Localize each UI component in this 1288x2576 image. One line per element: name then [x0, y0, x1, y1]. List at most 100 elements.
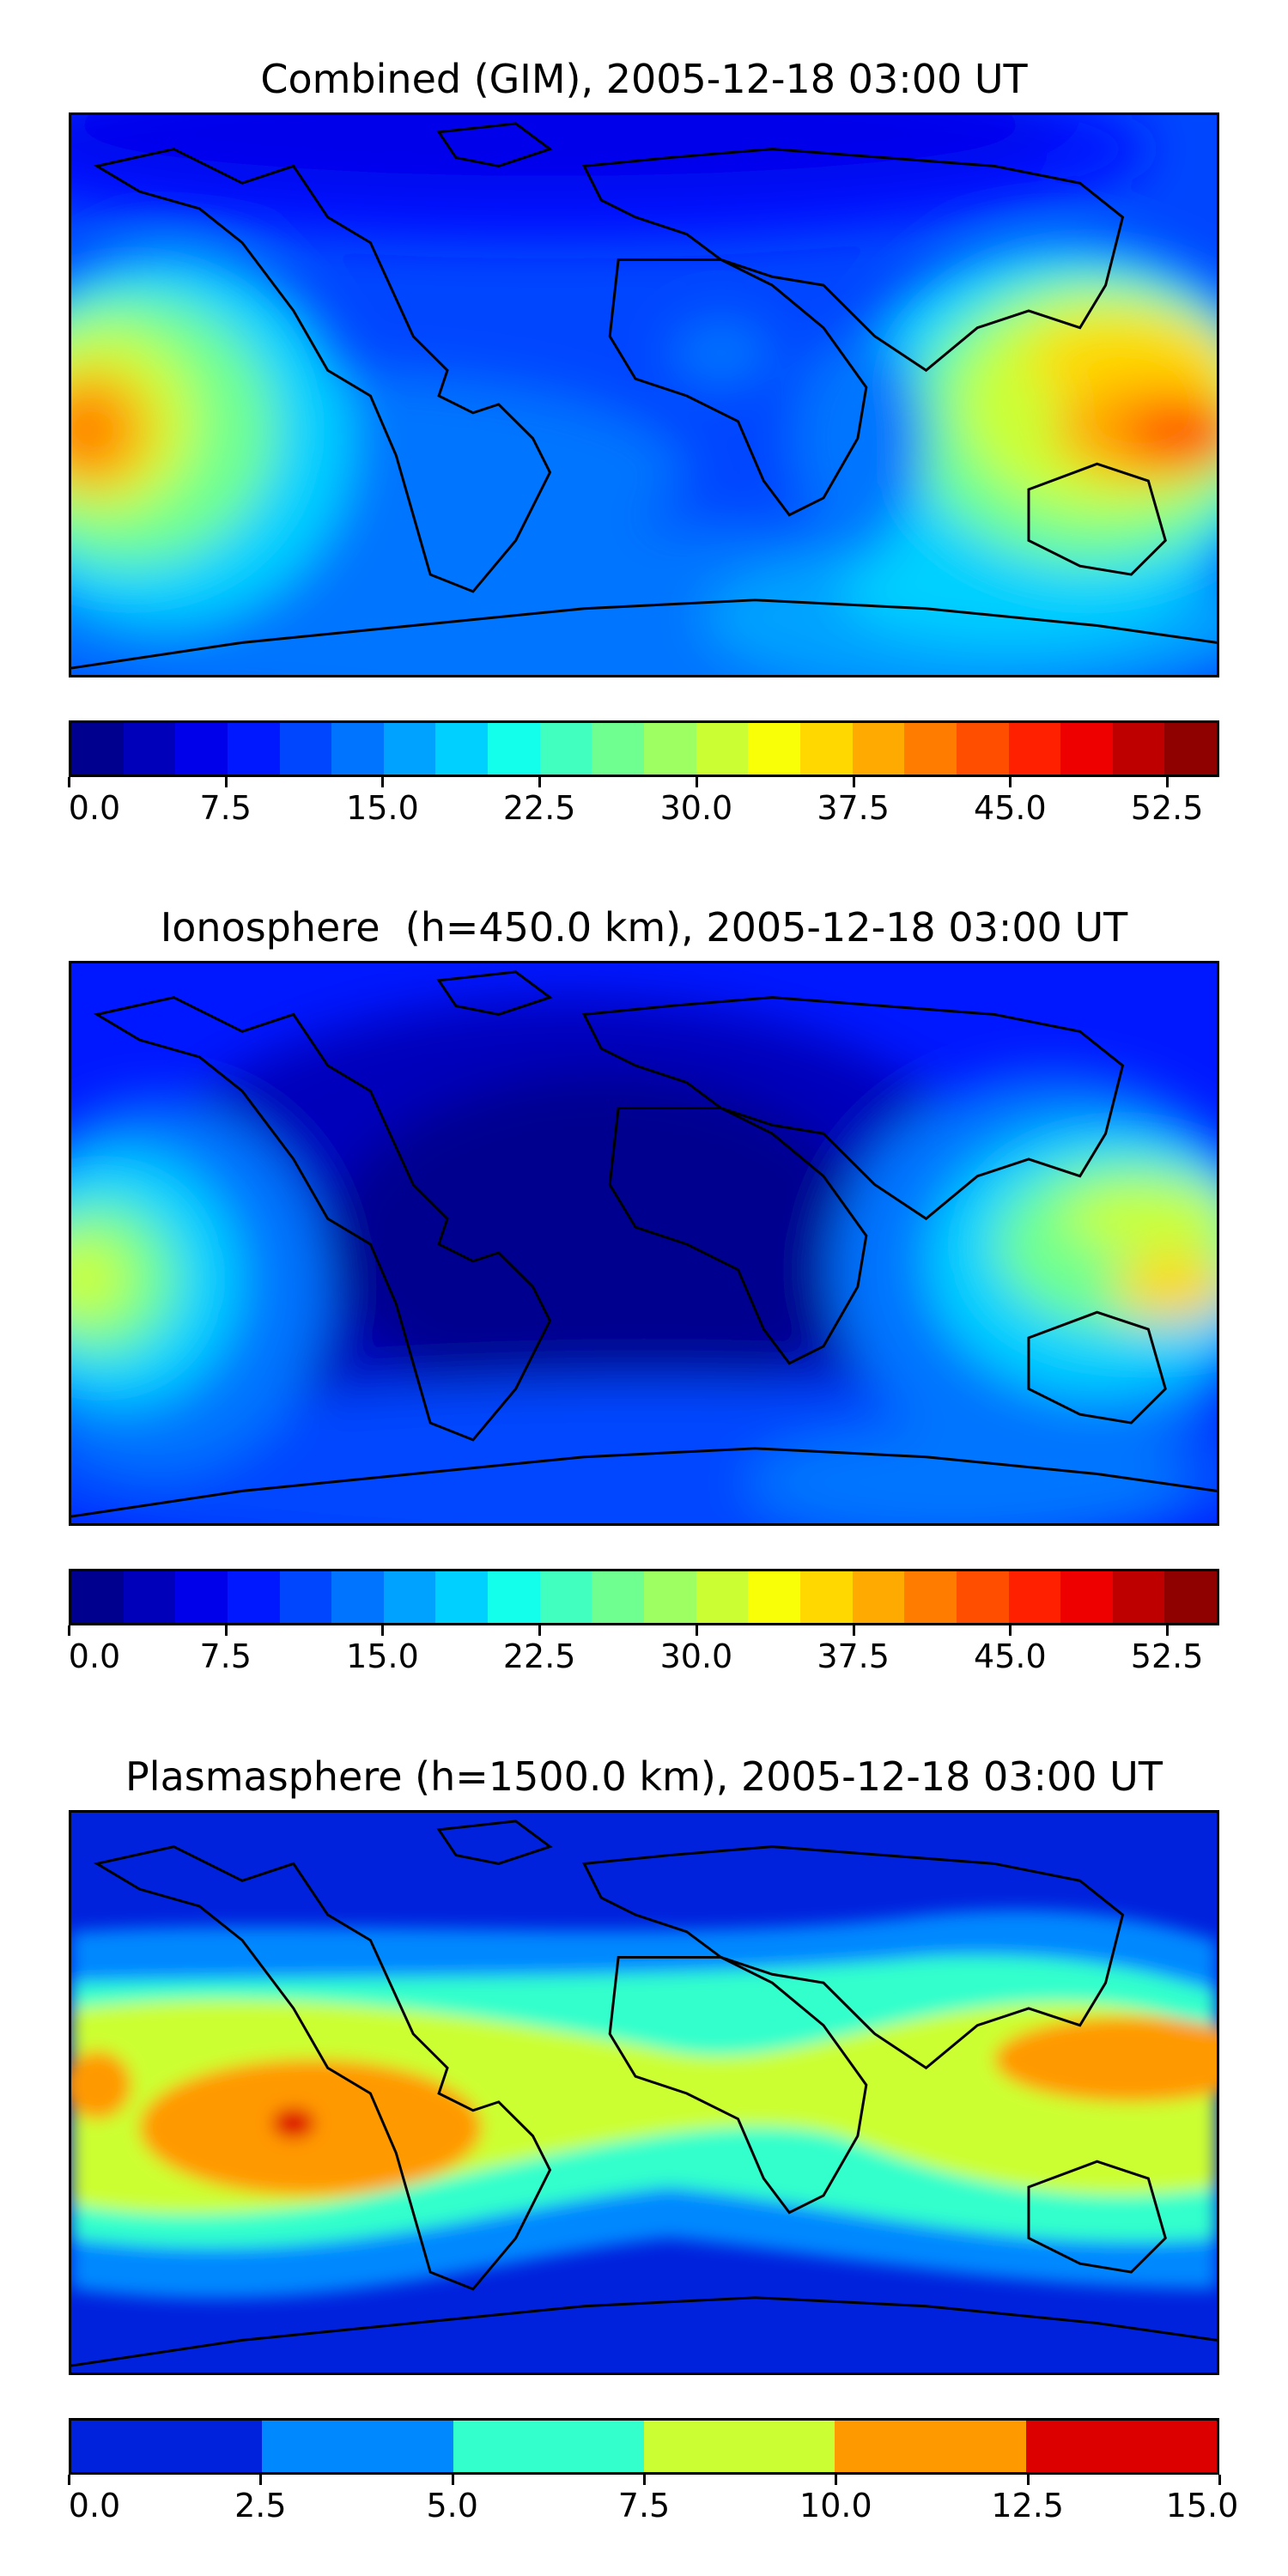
colorbar-tick — [643, 2475, 646, 2485]
colorbar-tick-label: 10.0 — [799, 2487, 872, 2524]
colorbar-tick — [1218, 2475, 1221, 2485]
colorbar-tick-label: 52.5 — [1130, 789, 1204, 827]
colorbar-ticks-ionosphere: 0.0 7.5 15.0 22.5 30.0 37.5 45.0 52.5 — [68, 1625, 1219, 1675]
colorbar-tick-label: 30.0 — [659, 789, 733, 827]
map-combined — [69, 112, 1219, 677]
colorbar-tick — [852, 1625, 855, 1636]
colorbar-level — [123, 1571, 176, 1623]
colorbar-level — [383, 1571, 436, 1623]
colorbar-tick-label: 12.5 — [991, 2487, 1064, 2524]
colorbar-level — [435, 1571, 489, 1623]
colorbar-ticks-combined: 0.0 7.5 15.0 22.5 30.0 37.5 45.0 52.5 — [68, 777, 1219, 827]
colorbar-tick-label: 37.5 — [817, 1637, 890, 1675]
colorbar-tick-label: 37.5 — [817, 789, 890, 827]
colorbar-tick — [1009, 1625, 1012, 1636]
map-combined-svg — [71, 115, 1217, 675]
coastlines-plasmasphere — [71, 1820, 1217, 2367]
colorbar-level — [1008, 723, 1061, 775]
colorbar-level — [488, 1571, 540, 1623]
colorbar-level — [643, 2421, 835, 2472]
colorbar-level — [331, 723, 384, 775]
colorbar-level — [1112, 723, 1165, 775]
coastlines-combined — [71, 122, 1217, 670]
colorbar-level — [904, 723, 957, 775]
map-plasmasphere — [69, 1810, 1219, 2375]
colorbar-level — [1164, 1571, 1218, 1623]
colorbar-level — [71, 2421, 263, 2472]
colorbar-level — [956, 1571, 1009, 1623]
colorbar-tick — [1166, 777, 1170, 787]
colorbar-level — [488, 723, 540, 775]
colorbar-level — [852, 723, 905, 775]
colorbar-level — [748, 723, 800, 775]
colorbar-level — [644, 1571, 696, 1623]
colorbar-level — [175, 1571, 228, 1623]
colorbar-tick-label: 52.5 — [1130, 1637, 1204, 1675]
colorbar-level — [227, 1571, 280, 1623]
colorbar-tick-label: 30.0 — [659, 1637, 733, 1675]
colorbar-level — [262, 2421, 453, 2472]
colorbar-level — [1008, 1571, 1061, 1623]
colorbar-level — [71, 1571, 124, 1623]
colorbar-tick — [1009, 777, 1012, 787]
colorbar-level — [71, 723, 124, 775]
map-plasmasphere-svg — [71, 1813, 1217, 2372]
colorbar-tick-label: 22.5 — [502, 789, 576, 827]
colorbar-tick — [451, 2475, 454, 2485]
colorbar-level — [644, 723, 696, 775]
colorbar-tick — [224, 777, 228, 787]
colorbar-level — [696, 1571, 749, 1623]
colorbar-tick-label: 15.0 — [346, 789, 419, 827]
colorbar-level — [383, 723, 436, 775]
colorbar-tick-label: 0.0 — [68, 1637, 121, 1675]
colorbar-level — [435, 723, 489, 775]
colorbar-level — [227, 723, 280, 775]
colorbar-level — [799, 723, 853, 775]
colorbar-level — [1164, 723, 1218, 775]
coastlines-ionosphere — [71, 970, 1217, 1518]
colorbar-tick — [68, 2475, 70, 2485]
colorbar-tick-label: 15.0 — [1165, 2487, 1239, 2524]
colorbar-level — [956, 723, 1009, 775]
colorbar-level — [331, 1571, 384, 1623]
colorbar-ticks-plasmasphere: 0.0 2.5 5.0 7.5 10.0 12.5 15.0 — [68, 2475, 1238, 2524]
chart-title-ionosphere: Ionosphere (h=450.0 km), 2005-12-18 03:0… — [160, 904, 1128, 951]
colorbar-combined — [69, 720, 1219, 777]
colorbar-level — [539, 723, 592, 775]
colorbar-tick — [224, 1625, 228, 1636]
colorbar-tick — [695, 1625, 698, 1636]
colorbar-tick — [259, 2475, 263, 2485]
colorbar-level — [279, 1571, 332, 1623]
colorbar-tick-label: 2.5 — [234, 2487, 287, 2524]
colorbar-tick — [538, 1625, 542, 1636]
colorbar-tick — [1166, 1625, 1170, 1636]
colorbar-tick — [68, 777, 70, 787]
colorbar-tick — [852, 777, 855, 787]
colorbar-level — [1060, 723, 1113, 775]
colorbar-level — [748, 1571, 800, 1623]
colorbar-tick — [695, 777, 698, 787]
colorbar-level — [1112, 1571, 1165, 1623]
colorbar-level — [1060, 1571, 1113, 1623]
colorbar-tick-label: 5.0 — [426, 2487, 478, 2524]
colorbar-plasmasphere — [69, 2418, 1219, 2475]
colorbar-level — [1025, 2421, 1217, 2472]
colorbar-tick-label: 0.0 — [68, 2487, 121, 2524]
colorbar-level — [852, 1571, 905, 1623]
chart-title-plasmasphere: Plasmasphere (h=1500.0 km), 2005-12-18 0… — [125, 1753, 1163, 1800]
colorbar-tick-label: 45.0 — [974, 789, 1047, 827]
colorbar-tick — [1026, 2475, 1030, 2485]
colorbar-tick-label: 7.5 — [617, 2487, 671, 2524]
colorbar-tick-label: 7.5 — [199, 789, 252, 827]
colorbar-level — [279, 723, 332, 775]
colorbar-tick-label: 0.0 — [68, 789, 121, 827]
colorbar-level — [696, 723, 749, 775]
colorbar-tick — [381, 1625, 385, 1636]
colorbar-tick — [68, 1625, 70, 1636]
colorbar-level — [175, 723, 228, 775]
map-ionosphere — [69, 961, 1219, 1526]
colorbar-level — [539, 1571, 592, 1623]
colorbar-tick — [381, 777, 385, 787]
chart-title-combined: Combined (GIM), 2005-12-18 03:00 UT — [260, 56, 1028, 102]
colorbar-level — [592, 1571, 645, 1623]
